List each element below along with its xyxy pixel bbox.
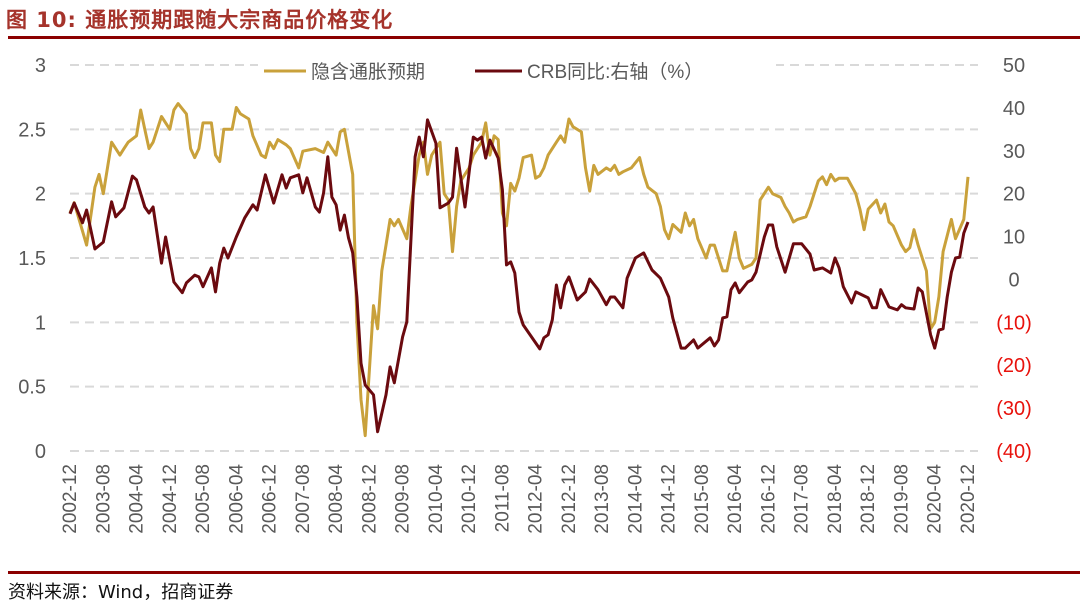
left-tick-label: 3 <box>35 55 46 77</box>
x-tick-label: 2007-08 <box>293 464 314 534</box>
left-tick-label: 1 <box>35 312 46 334</box>
right-tick-label: (40) <box>996 441 1032 463</box>
x-tick-label: 2011-08 <box>492 464 513 532</box>
x-tick-label: 2020-04 <box>925 464 946 534</box>
right-tick-label: 50 <box>1003 55 1025 77</box>
x-tick-label: 2014-04 <box>625 464 646 534</box>
x-axis-ticks: 2002-12 2003-08 2004-04 2004-12 2005-08 2006-… <box>60 464 979 534</box>
x-tick-label: 2002-12 <box>60 464 81 534</box>
x-tick-label: 2013-08 <box>592 464 613 534</box>
x-tick-label: 2010-04 <box>426 464 447 534</box>
left-tick-label: 1.5 <box>18 248 46 270</box>
right-tick-label: (10) <box>996 312 1032 334</box>
figure-title: 图 10: 通胀预期跟随大宗商品价格变化 <box>6 8 394 32</box>
x-tick-label: 2004-04 <box>127 464 148 534</box>
left-axis-ticks: 0 0.5 1 1.5 2 2.5 3 <box>18 55 46 463</box>
x-tick-label: 2016-04 <box>725 464 746 534</box>
title-rule <box>8 36 1080 39</box>
x-tick-label: 2020-12 <box>958 464 979 534</box>
x-tick-label: 2009-08 <box>393 464 414 534</box>
left-tick-label: 0 <box>35 441 46 463</box>
legend-label-implied-inflation: 隐含通胀预期 <box>311 61 425 83</box>
x-tick-label: 2005-08 <box>193 464 214 534</box>
x-tick-label: 2017-08 <box>792 464 813 534</box>
x-tick-label: 2014-12 <box>659 464 680 534</box>
x-tick-label: 2019-08 <box>891 464 912 534</box>
x-tick-label: 2008-12 <box>359 464 380 534</box>
right-tick-label: 30 <box>1003 141 1025 163</box>
x-tick-label: 2006-04 <box>226 464 247 534</box>
x-tick-label: 2012-04 <box>526 464 547 534</box>
series-lines <box>68 102 970 438</box>
left-tick-label: 2 <box>35 184 46 206</box>
x-tick-label: 2010-12 <box>459 464 480 534</box>
right-axis-ticks: (40) (30) (20) (10) 0 10 20 30 40 50 <box>996 55 1032 463</box>
x-tick-label: 2004-12 <box>160 464 181 534</box>
x-tick-label: 2008-04 <box>326 464 347 534</box>
series-line-crb-yoy <box>68 118 970 434</box>
right-tick-label: 20 <box>1003 184 1025 206</box>
series-line-implied-inflation <box>68 102 970 438</box>
x-tick-label: 2015-08 <box>692 464 713 534</box>
right-tick-label: (20) <box>996 355 1032 377</box>
x-tick-label: 2012-12 <box>559 464 580 534</box>
left-tick-label: 2.5 <box>18 119 46 141</box>
legend: 隐含通胀预期 CRB同比:右轴（%） <box>258 56 776 86</box>
source-note: 资料来源：Wind，招商证券 <box>8 582 234 603</box>
x-tick-label: 2016-12 <box>758 464 779 534</box>
right-tick-label: (30) <box>996 398 1032 420</box>
x-tick-label: 2003-08 <box>93 464 114 534</box>
x-tick-label: 2018-04 <box>825 464 846 534</box>
right-tick-label: 0 <box>1008 269 1019 291</box>
right-tick-label: 10 <box>1003 227 1025 249</box>
x-tick-label: 2018-12 <box>858 464 879 534</box>
left-tick-label: 0.5 <box>18 377 46 399</box>
x-tick-label: 2006-12 <box>260 464 281 534</box>
source-rule <box>8 571 1080 574</box>
right-tick-label: 40 <box>1003 98 1025 120</box>
legend-label-crb-yoy: CRB同比:右轴（%） <box>527 61 703 83</box>
